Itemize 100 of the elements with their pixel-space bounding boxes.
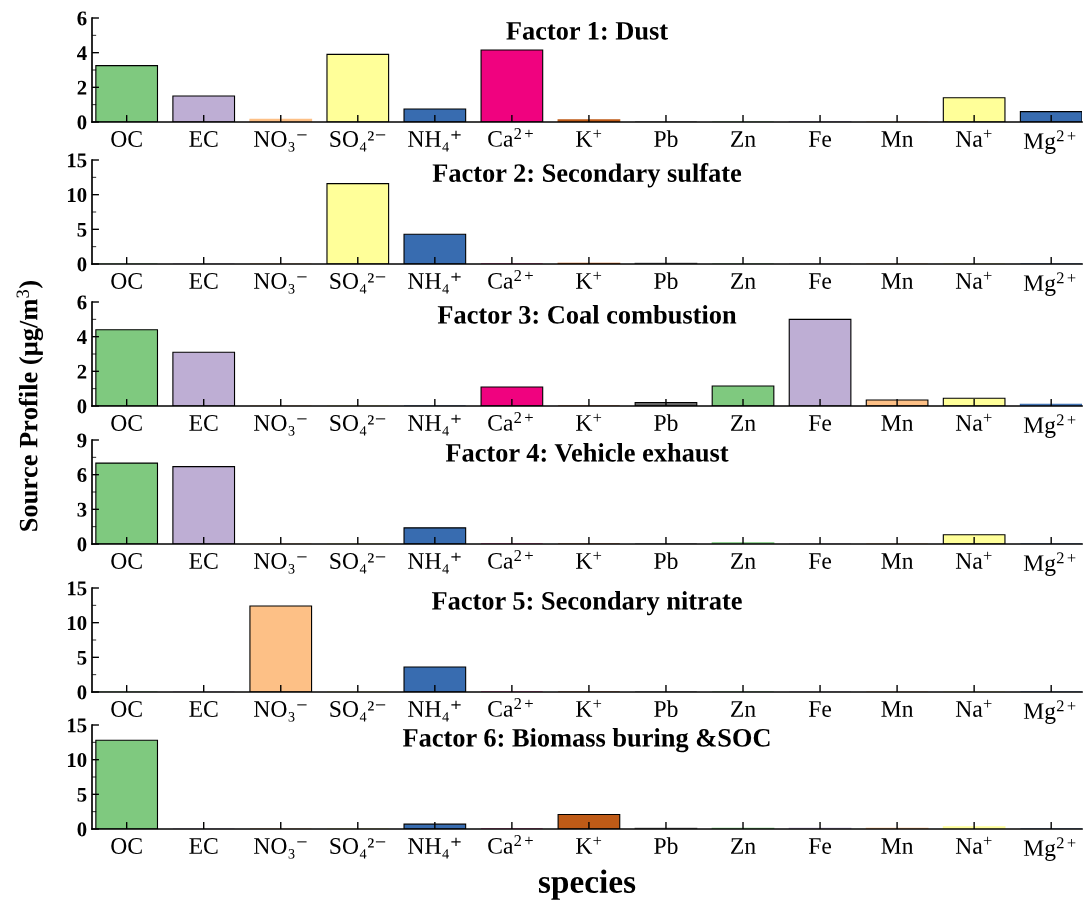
- x-tick-label: Mg$^{2+}$: [1023, 837, 1076, 861]
- x-tick-label: SO₄²⁻: [330, 701, 386, 722]
- y-tick-label: 0: [77, 399, 87, 414]
- x-tick-label: Fe: [808, 273, 832, 289]
- x-tick-label: Zn: [731, 131, 756, 147]
- y-tick-label: 4: [77, 330, 87, 344]
- x-tick-label: EC: [189, 701, 218, 717]
- x-tick-label: Fe: [808, 701, 832, 717]
- x-tick-label: NO₃⁻: [254, 415, 307, 436]
- x-tick-label: Na$^{+}$: [955, 271, 992, 289]
- x-tick-label: Mn: [881, 415, 914, 431]
- y-tick-label: 15: [67, 718, 87, 733]
- x-tick-label: Ca$^{2+}$: [488, 835, 533, 854]
- x-tick-label: K$^{+}$: [576, 413, 602, 431]
- x-tick-label: Zn: [731, 273, 756, 289]
- x-tick-label: NH₄⁺: [408, 837, 461, 859]
- y-tick-label: 0: [77, 115, 87, 130]
- x-tick-label: K$^{+}$: [576, 836, 602, 854]
- y-tick-label: 0: [77, 537, 87, 552]
- y-tick-label: 5: [77, 787, 87, 802]
- x-tick-label: EC: [189, 415, 218, 431]
- x-tick-label: K$^{+}$: [576, 699, 602, 717]
- x-tick-label: Na$^{+}$: [955, 413, 992, 431]
- x-tick-label: K$^{+}$: [576, 129, 602, 147]
- x-tick-label: Pb: [654, 552, 678, 569]
- x-tick-label: NH₄⁺: [408, 414, 461, 436]
- x-tick-label: NH₄⁺: [408, 130, 461, 152]
- y-tick-label: 5: [77, 222, 87, 237]
- y-tick-label: 5: [77, 650, 87, 665]
- chart-title: Factor 4: Vehicle exhaust: [445, 443, 729, 462]
- x-tick-label: Na$^{+}$: [955, 129, 992, 147]
- x-tick-label: Na$^{+}$: [955, 836, 992, 854]
- x-tick-label: OC: [111, 131, 142, 147]
- y-tick-label: 3: [77, 502, 87, 517]
- x-tick-label: Pb: [654, 130, 678, 147]
- y-tick-label: 0: [77, 257, 87, 272]
- x-tick-label: Mg$^{2+}$: [1023, 272, 1076, 296]
- x-tick-label: Mn: [881, 553, 914, 569]
- x-tick-label: Mg$^{2+}$: [1023, 414, 1076, 438]
- y-tick-label: 9: [77, 433, 87, 448]
- x-tick-label: Fe: [808, 415, 832, 431]
- x-tick-label: Ca$^{2+}$: [488, 550, 533, 569]
- x-tick-label: Zn: [731, 553, 756, 569]
- chart-title: Factor 6: Biomass buring &SOC: [402, 728, 770, 753]
- y-tick-label: 4: [77, 46, 87, 60]
- x-tick-label: Pb: [654, 272, 678, 289]
- x-tick-label: Mn: [881, 701, 914, 717]
- x-tick-label: Mg$^{2+}$: [1023, 130, 1076, 154]
- y-tick-label: 10: [67, 616, 87, 631]
- x-tick-label: NO₃⁻: [254, 131, 307, 152]
- x-tick-label: NH₄⁺: [408, 552, 461, 574]
- y-tick-label: 10: [67, 753, 87, 768]
- x-tick-label: NO₃⁻: [254, 701, 307, 722]
- y-tick-label: 0: [77, 685, 87, 700]
- chart-title: Factor 5: Secondary nitrate: [431, 591, 742, 616]
- x-tick-label: Fe: [808, 553, 832, 569]
- y-tick-label: 15: [67, 581, 87, 596]
- x-tick-label: Mn: [881, 131, 914, 147]
- x-tick-label: EC: [189, 273, 218, 289]
- x-tick-label: Fe: [808, 838, 832, 854]
- y-tick-label: 2: [77, 364, 87, 379]
- y-tick-label: 6: [77, 468, 87, 483]
- x-tick-label: Zn: [731, 415, 756, 431]
- x-tick-label: SO₄²⁻: [330, 273, 386, 294]
- x-tick-label: SO₄²⁻: [330, 838, 386, 859]
- x-tick-label: NO₃⁻: [254, 273, 307, 294]
- y-axis-title: Source Profile (µg/m$^{3}$): [16, 281, 44, 531]
- x-tick-label: Ca$^{2+}$: [488, 412, 533, 431]
- x-tick-label: Pb: [654, 414, 678, 431]
- x-tick-label: K$^{+}$: [576, 551, 602, 569]
- chart-title: Factor 1: Dust: [506, 22, 668, 40]
- x-tick-label: SO₄²⁻: [330, 415, 386, 436]
- x-tick-label: OC: [111, 553, 142, 569]
- x-tick-label: K$^{+}$: [576, 271, 602, 289]
- chart-title: Factor 2: Secondary sulfate: [432, 163, 742, 188]
- chart-title: Factor 3: Coal combustion: [437, 305, 737, 324]
- x-tick-label: Ca$^{2+}$: [488, 698, 533, 717]
- x-tick-label: SO₄²⁻: [330, 553, 386, 574]
- x-tick-label: Na$^{+}$: [955, 551, 992, 569]
- x-tick-label: SO₄²⁻: [330, 131, 386, 152]
- y-tick-label: 15: [67, 153, 87, 168]
- x-tick-label: EC: [189, 838, 218, 854]
- x-tick-label: NO₃⁻: [254, 553, 307, 574]
- y-tick-label: 6: [77, 11, 87, 26]
- x-tick-label: Zn: [731, 701, 756, 717]
- x-tick-label: Ca$^{2+}$: [488, 270, 533, 289]
- x-tick-label: Mn: [881, 273, 914, 289]
- x-tick-label: OC: [111, 838, 142, 854]
- x-tick-label: Pb: [654, 700, 678, 717]
- y-tick-label: 10: [67, 188, 87, 203]
- x-tick-label: OC: [111, 415, 142, 431]
- y-tick-label: 0: [77, 822, 87, 837]
- x-tick-label: Mn: [881, 838, 914, 854]
- x-axis-title: species: [538, 869, 636, 900]
- x-tick-label: Mg$^{2+}$: [1023, 700, 1076, 724]
- x-tick-label: OC: [111, 273, 142, 289]
- x-tick-label: NH₄⁺: [408, 700, 461, 722]
- x-tick-label: Ca$^{2+}$: [488, 128, 533, 147]
- x-tick-label: NH₄⁺: [408, 272, 461, 294]
- x-tick-label: OC: [111, 701, 142, 717]
